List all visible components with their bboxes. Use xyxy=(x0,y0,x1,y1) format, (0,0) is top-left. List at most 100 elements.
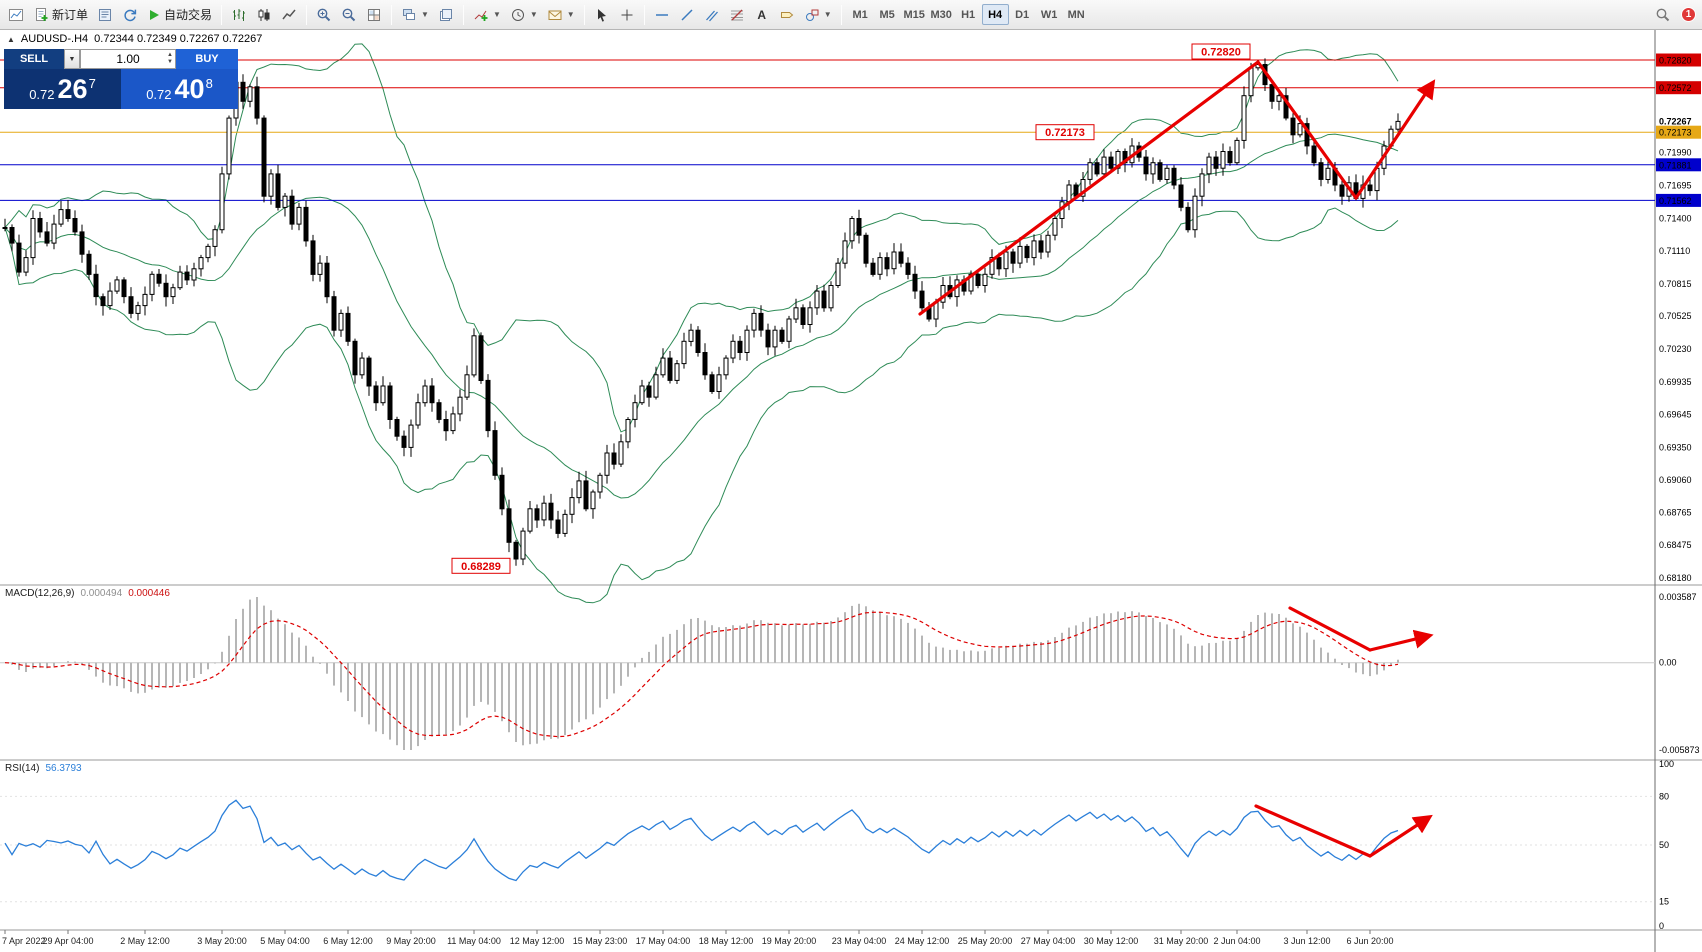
sell-button[interactable]: SELL xyxy=(4,49,64,69)
svg-text:6 May 12:00: 6 May 12:00 xyxy=(323,936,373,946)
toolbar-right-group: 1 xyxy=(1651,3,1698,26)
buy-button[interactable]: BUY xyxy=(176,49,238,69)
chevron-down-icon: ▼ xyxy=(492,10,501,19)
collapse-panel-icon[interactable]: ▲ xyxy=(7,34,15,44)
text-tool-button[interactable]: A xyxy=(750,3,774,26)
svg-text:23 May 04:00: 23 May 04:00 xyxy=(832,936,887,946)
timeframe-mn-button[interactable]: MN xyxy=(1067,8,1085,21)
new-chart-button[interactable] xyxy=(4,3,28,26)
svg-text:0.72173: 0.72173 xyxy=(1045,127,1085,139)
autotrade-button[interactable]: 自动交易 xyxy=(143,3,216,26)
main-toolbar: 新订单 自动交易 ▼ ▼ ▼ xyxy=(0,0,1702,30)
svg-text:6 Jun 20:00: 6 Jun 20:00 xyxy=(1346,936,1393,946)
cascade-windows-icon xyxy=(438,7,454,23)
price-label-boxes[interactable]: 0.72820 0.72173 0.68289 xyxy=(451,43,1251,574)
fibonacci-tool-button[interactable] xyxy=(725,3,749,26)
timeframes-menu-button[interactable]: ▼ xyxy=(506,3,542,26)
cursor-icon xyxy=(594,7,610,23)
notification-badge[interactable]: 1 xyxy=(1681,7,1696,22)
cascade-windows-button[interactable] xyxy=(434,3,458,26)
volume-up-icon[interactable]: ▲ xyxy=(167,52,173,58)
bar-chart-mode-button[interactable] xyxy=(227,3,251,26)
svg-text:15 May 23:00: 15 May 23:00 xyxy=(573,936,628,946)
volume-dropdown-button[interactable]: ▼ xyxy=(64,49,80,69)
autotrade-label: 自动交易 xyxy=(164,8,213,22)
candlestick-mode-button[interactable] xyxy=(252,3,276,26)
shapes-tool-button[interactable]: ▼ xyxy=(800,3,836,26)
timeframe-m30-button[interactable]: M30 xyxy=(930,8,952,21)
svg-text:15: 15 xyxy=(1659,897,1669,907)
toolbar-separator xyxy=(583,4,585,25)
zoom-out-button[interactable] xyxy=(337,3,361,26)
price-axis[interactable]: 0.71990 0.71695 0.71400 0.71110 0.70815 0.705… xyxy=(1656,53,1701,584)
panel-separators xyxy=(0,30,1702,952)
horizontal-object-lines[interactable] xyxy=(0,59,1655,201)
tile-windows-icon xyxy=(366,7,382,23)
rsi-indicator: 100 80 50 15 0 xyxy=(0,759,1674,931)
timeframe-m15-button[interactable]: M15 xyxy=(903,8,925,21)
svg-text:0: 0 xyxy=(1659,921,1664,931)
cursor-tool-button[interactable] xyxy=(590,3,614,26)
svg-text:0.69350: 0.69350 xyxy=(1659,442,1692,452)
mail-button[interactable]: ▼ xyxy=(543,3,579,26)
search-icon xyxy=(1655,7,1671,23)
search-button[interactable] xyxy=(1651,3,1675,26)
buy-price-display[interactable]: 0.72 40 8 xyxy=(121,69,238,109)
label-tool-button[interactable] xyxy=(775,3,799,26)
horizontal-line-tool-button[interactable] xyxy=(650,3,674,26)
svg-text:0.68475: 0.68475 xyxy=(1659,540,1692,550)
svg-text:0.72267: 0.72267 xyxy=(1659,117,1692,127)
new-order-button[interactable]: 新订单 xyxy=(29,3,92,26)
svg-text:30 May 12:00: 30 May 12:00 xyxy=(1084,936,1139,946)
label-tool-icon xyxy=(779,7,795,23)
text-tool-icon: A xyxy=(757,7,767,22)
sell-price-prefix: 0.72 xyxy=(29,86,55,102)
timeframe-m5-button[interactable]: M5 xyxy=(879,8,895,21)
crosshair-tool-button[interactable] xyxy=(615,3,639,26)
arrange-windows-button[interactable]: ▼ xyxy=(397,3,433,26)
horizontal-line-icon xyxy=(654,7,670,23)
refresh-button[interactable] xyxy=(118,3,142,26)
timeframe-h4-button[interactable]: H4 xyxy=(981,4,1009,25)
svg-text:0.71990: 0.71990 xyxy=(1659,148,1692,158)
market-watch-button[interactable] xyxy=(93,3,117,26)
timeframe-m1-button[interactable]: M1 xyxy=(852,8,868,21)
svg-text:80: 80 xyxy=(1659,791,1669,801)
sell-price-display[interactable]: 0.72 26 7 xyxy=(4,69,121,109)
timeframe-d1-button[interactable]: D1 xyxy=(1015,8,1030,21)
svg-text:0.68765: 0.68765 xyxy=(1659,508,1692,518)
bar-chart-icon xyxy=(231,7,247,23)
buy-price-prefix: 0.72 xyxy=(146,86,172,102)
timeframe-w1-button[interactable]: W1 xyxy=(1040,8,1058,21)
svg-text:100: 100 xyxy=(1659,759,1674,769)
volume-input[interactable]: 1.00 ▲ ▼ xyxy=(80,49,176,69)
svg-text:0.71110: 0.71110 xyxy=(1659,246,1690,256)
svg-text:0.72820: 0.72820 xyxy=(1201,47,1241,59)
svg-text:0.69060: 0.69060 xyxy=(1659,475,1692,485)
svg-text:9 May 20:00: 9 May 20:00 xyxy=(386,936,436,946)
svg-text:-0.005873: -0.005873 xyxy=(1659,745,1700,755)
svg-text:19 May 20:00: 19 May 20:00 xyxy=(762,936,817,946)
indicators-button[interactable]: ▼ xyxy=(469,3,505,26)
channel-tool-button[interactable] xyxy=(700,3,724,26)
tile-windows-button[interactable] xyxy=(362,3,386,26)
autotrade-play-icon xyxy=(147,8,161,22)
rsi-value: 56.3793 xyxy=(45,763,82,774)
volume-down-icon[interactable]: ▼ xyxy=(167,59,173,65)
svg-text:7 Apr 2022: 7 Apr 2022 xyxy=(2,936,46,946)
line-chart-mode-button[interactable] xyxy=(277,3,301,26)
svg-text:2 Jun 04:00: 2 Jun 04:00 xyxy=(1213,936,1260,946)
candlestick-icon xyxy=(256,7,272,23)
chevron-down-icon: ▼ xyxy=(529,10,538,19)
volume-stepper[interactable]: ▲ ▼ xyxy=(167,52,173,66)
trendline-tool-button[interactable] xyxy=(675,3,699,26)
new-order-icon xyxy=(33,7,49,23)
crosshair-icon xyxy=(619,7,635,23)
timeframe-h1-button[interactable]: H1 xyxy=(961,8,976,21)
zoom-in-button[interactable] xyxy=(312,3,336,26)
trend-arrows[interactable] xyxy=(918,60,1436,858)
chevron-down-icon: ▼ xyxy=(421,10,429,19)
